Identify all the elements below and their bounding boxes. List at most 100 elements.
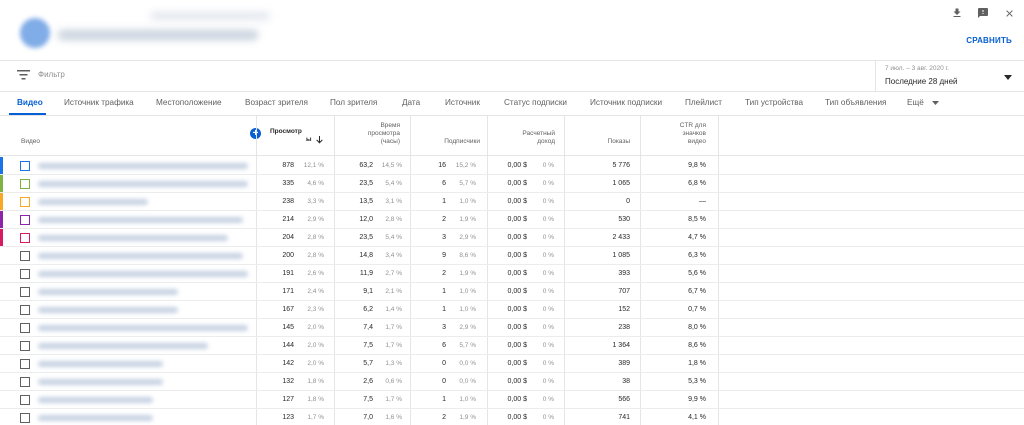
tab-video[interactable]: Видео	[17, 98, 43, 107]
blurred-video-title[interactable]	[38, 217, 243, 223]
row-checkbox[interactable]	[20, 323, 30, 333]
column-header-subscribers[interactable]: Подписчики	[444, 138, 480, 145]
blurred-video-title[interactable]	[38, 307, 178, 313]
table-row[interactable]: 214 2,9 % 12,0 2,8 % 2 1,9 % 0,00 $ 0 % 530 8,5 %	[0, 211, 1024, 229]
ctr-value: 5,6 %	[688, 270, 706, 277]
column-header-impressions[interactable]: Показы	[607, 138, 630, 145]
blurred-video-title[interactable]	[38, 361, 163, 367]
table-row[interactable]: 132 1,8 % 2,6 0,6 % 0 0,0 % 0,00 $ 0 % 38 5,3 %	[0, 373, 1024, 391]
table-row[interactable]: 191 2,6 % 11,9 2,7 % 2 1,9 % 0,00 $ 0 % 393 5,6 %	[0, 265, 1024, 283]
watch-time-value: 7,4	[363, 324, 373, 331]
column-divider	[487, 116, 488, 425]
row-checkbox[interactable]	[20, 395, 30, 405]
close-icon[interactable]	[1001, 5, 1017, 21]
tab-location[interactable]: Местоположение	[156, 98, 222, 107]
tab-more-label: Ещё	[907, 98, 924, 107]
row-checkbox[interactable]	[20, 161, 30, 171]
tab-viewer-age[interactable]: Возраст зрителя	[245, 98, 308, 107]
table-header: Видео Просмотр ы Время просмотра (часы) …	[0, 116, 1024, 156]
filter-input[interactable]: Фильтр	[38, 70, 65, 79]
row-checkbox[interactable]	[20, 179, 30, 189]
tab-more[interactable]: Ещё	[907, 98, 940, 107]
watch-time-value: 23,5	[359, 234, 373, 241]
row-checkbox[interactable]	[20, 269, 30, 279]
table-row[interactable]: 335 4,6 % 23,5 5,4 % 6 5,7 % 0,00 $ 0 % 1 065 6,8…	[0, 175, 1024, 193]
table-row[interactable]: 200 2,8 % 14,8 3,4 % 9 8,6 % 0,00 $ 0 % 1 085 6,3…	[0, 247, 1024, 265]
revenue-value: 0,00 $	[507, 270, 527, 277]
row-checkbox[interactable]	[20, 215, 30, 225]
tab-date[interactable]: Дата	[402, 98, 421, 107]
download-icon[interactable]	[949, 5, 965, 21]
row-checkbox[interactable]	[20, 233, 30, 243]
blurred-video-title[interactable]	[38, 235, 228, 241]
row-checkbox[interactable]	[20, 287, 30, 297]
row-checkbox[interactable]	[20, 251, 30, 261]
add-metric-button[interactable]: +	[250, 128, 261, 139]
column-header-views[interactable]: Просмотр ы	[270, 128, 312, 144]
revenue-percent: 0 %	[542, 288, 554, 295]
blurred-video-title[interactable]	[38, 199, 148, 205]
tab-subscription-status[interactable]: Статус подписки	[504, 98, 567, 107]
tab-source[interactable]: Источник	[445, 98, 480, 107]
compare-button[interactable]: СРАВНИТЬ	[966, 36, 1012, 45]
blurred-video-title[interactable]	[38, 325, 248, 331]
row-checkbox[interactable]	[20, 341, 30, 351]
blurred-video-title[interactable]	[38, 289, 178, 295]
date-range-picker[interactable]: 7 июл. – 3 авг. 2020 г. Последние 28 дне…	[875, 60, 1024, 91]
column-header-views-line2: ы	[306, 136, 312, 143]
watch-time-value: 14,8	[359, 252, 373, 259]
column-header-watch-time[interactable]: Время просмотра (часы)	[340, 122, 400, 146]
table-row[interactable]: 238 3,3 % 13,5 3,1 % 1 1,0 % 0,00 $ 0 % 0 —	[0, 193, 1024, 211]
table-row[interactable]: 204 2,8 % 23,5 5,4 % 3 2,9 % 0,00 $ 0 % 2 433 4,7…	[0, 229, 1024, 247]
subscribers-value: 2	[442, 216, 446, 223]
row-checkbox[interactable]	[20, 377, 30, 387]
table-row[interactable]: 127 1,8 % 7,5 1,7 % 1 1,0 % 0,00 $ 0 % 566 9,9 %	[0, 391, 1024, 409]
tab-viewer-gender[interactable]: Пол зрителя	[330, 98, 378, 107]
feedback-icon[interactable]	[975, 5, 991, 21]
blurred-video-title[interactable]	[38, 163, 248, 169]
column-header-ctr[interactable]: CTR для значков видео	[646, 122, 706, 146]
table-row[interactable]: 167 2,3 % 6,2 1,4 % 1 1,0 % 0,00 $ 0 % 152 0,7 %	[0, 301, 1024, 319]
watch-time-value: 2,6	[363, 378, 373, 385]
column-header-views-line1: Просмотр	[270, 128, 302, 135]
impressions-value: 238	[618, 324, 630, 331]
views-percent: 3,3 %	[307, 198, 324, 205]
tab-playlist[interactable]: Плейлист	[685, 98, 722, 107]
row-checkbox[interactable]	[20, 197, 30, 207]
column-header-revenue[interactable]: Расчетный доход	[495, 130, 555, 146]
watch-time-percent: 5,4 %	[385, 180, 402, 187]
tab-subscription-source[interactable]: Источник подписки	[590, 98, 663, 107]
row-checkbox[interactable]	[20, 305, 30, 315]
table-row[interactable]: 145 2,0 % 7,4 1,7 % 3 2,9 % 0,00 $ 0 % 238 8,0 %	[0, 319, 1024, 337]
table-row[interactable]: 144 2,0 % 7,5 1,7 % 6 5,7 % 0,00 $ 0 % 1 364 8,6 …	[0, 337, 1024, 355]
revenue-value: 0,00 $	[507, 306, 527, 313]
views-percent: 2,6 %	[307, 270, 324, 277]
blurred-video-title[interactable]	[38, 253, 243, 259]
sort-arrow-down-icon[interactable]	[316, 136, 323, 146]
ctr-value: 9,8 %	[688, 162, 706, 169]
filter-icon[interactable]	[17, 70, 30, 82]
blurred-video-title[interactable]	[38, 379, 163, 385]
column-divider	[334, 116, 335, 425]
table-row[interactable]: 123 1,7 % 7,0 1,6 % 2 1,9 % 0,00 $ 0 % 741 4,1 %	[0, 409, 1024, 425]
tab-traffic-source[interactable]: Источник трафика	[64, 98, 134, 107]
revenue-percent: 0 %	[542, 306, 554, 313]
views-percent: 2,8 %	[307, 234, 324, 241]
tab-ad-type[interactable]: Тип объявления	[825, 98, 887, 107]
column-header-video[interactable]: Видео	[21, 138, 40, 145]
views-percent: 4,6 %	[307, 180, 324, 187]
tab-device-type[interactable]: Тип устройства	[745, 98, 804, 107]
subscribers-value: 6	[442, 180, 446, 187]
table-row[interactable]: 878 12,1 % 63,2 14,5 % 16 15,2 % 0,00 $ 0 % 5 77…	[0, 157, 1024, 175]
blurred-video-title[interactable]	[38, 343, 208, 349]
views-value: 144	[282, 342, 294, 349]
blurred-video-title[interactable]	[38, 415, 153, 421]
table-row[interactable]: 142 2,0 % 5,7 1,3 % 0 0,0 % 0,00 $ 0 % 389 1,8 %	[0, 355, 1024, 373]
blurred-video-title[interactable]	[38, 397, 153, 403]
blurred-video-title[interactable]	[38, 181, 248, 187]
table-row[interactable]: 171 2,4 % 9,1 2,1 % 1 1,0 % 0,00 $ 0 % 707 6,7 %	[0, 283, 1024, 301]
channel-avatar	[20, 18, 50, 48]
row-checkbox[interactable]	[20, 359, 30, 369]
blurred-video-title[interactable]	[38, 271, 248, 277]
row-checkbox[interactable]	[20, 413, 30, 423]
